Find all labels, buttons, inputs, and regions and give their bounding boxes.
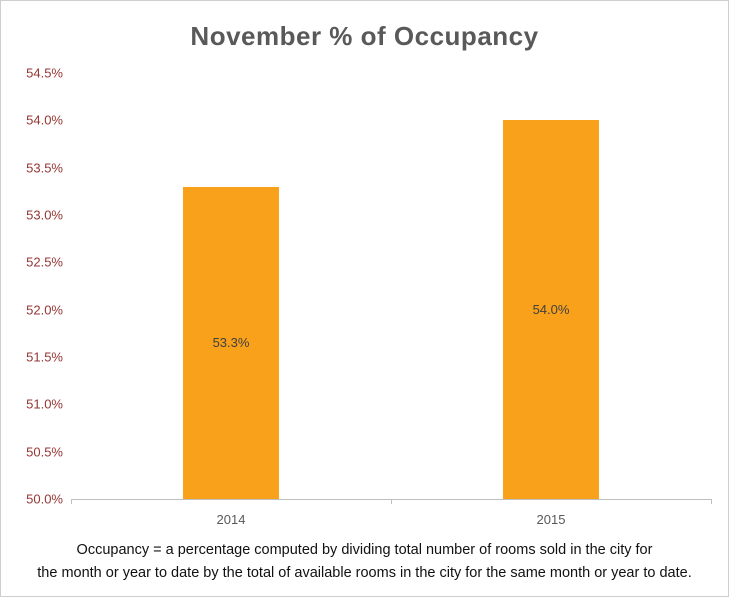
y-tick-label: 51.5% bbox=[26, 349, 63, 365]
footnote-line-1: Occupancy = a percentage computed by div… bbox=[76, 542, 653, 559]
bar-value-label: 53.3% bbox=[212, 335, 250, 351]
x-axis: 2014 2015 bbox=[71, 506, 711, 528]
y-tick-label: 50.0% bbox=[26, 491, 63, 507]
chart-title: November % of Occupancy bbox=[190, 21, 539, 51]
y-tick-label: 54.0% bbox=[26, 112, 63, 128]
plot-area: 53.3% 54.0% bbox=[71, 73, 712, 504]
bar-2014: 53.3% bbox=[183, 186, 279, 499]
y-tick-label: 50.5% bbox=[26, 444, 63, 460]
x-axis-tick-mark bbox=[711, 499, 712, 504]
x-tick-label-2015: 2015 bbox=[536, 512, 566, 527]
y-tick-label: 52.5% bbox=[26, 254, 63, 270]
y-axis: 50.0% 50.5% 51.0% 51.5% 52.0% 52.5% 53.0% 53.5%… bbox=[1, 66, 63, 507]
footnote: Occupancy = a percentage computed by div… bbox=[1, 539, 728, 584]
x-axis-tick-mark bbox=[391, 499, 392, 504]
bar-value-label: 54.0% bbox=[532, 302, 570, 318]
y-tick-label: 52.0% bbox=[26, 302, 63, 318]
x-tick-label-2014: 2014 bbox=[216, 512, 246, 527]
bar-2015: 54.0% bbox=[503, 120, 599, 499]
footnote-line-2: the month or year to date by the total o… bbox=[37, 564, 692, 581]
y-tick-label: 53.5% bbox=[26, 160, 63, 176]
y-tick-label: 53.0% bbox=[26, 207, 63, 223]
x-axis-tick-mark bbox=[71, 499, 72, 504]
y-tick-label: 51.0% bbox=[26, 396, 63, 412]
y-tick-label: 54.5% bbox=[26, 65, 63, 81]
